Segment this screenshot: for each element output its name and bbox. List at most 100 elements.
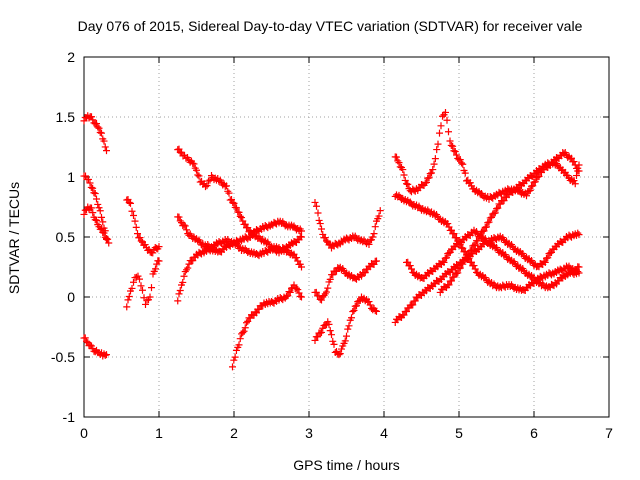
data-point xyxy=(136,234,144,242)
data-point xyxy=(437,122,445,130)
data-point xyxy=(236,335,244,343)
data-point xyxy=(125,293,133,301)
data-point xyxy=(189,159,197,167)
data-point xyxy=(439,112,446,120)
x-tick-label: 6 xyxy=(530,425,538,441)
data-point xyxy=(365,240,373,248)
data-point xyxy=(574,268,582,276)
data-point xyxy=(141,241,149,249)
x-tick-label: 1 xyxy=(155,425,163,441)
data-point xyxy=(500,197,508,205)
data-point xyxy=(233,204,240,212)
data-point xyxy=(89,116,97,124)
data-point xyxy=(470,262,478,270)
data-point xyxy=(89,184,97,192)
chart-title: Day 076 of 2015, Sidereal Day-to-day VTE… xyxy=(77,18,583,34)
data-point xyxy=(152,265,159,273)
data-point xyxy=(491,209,499,217)
data-point xyxy=(454,269,462,277)
data-point xyxy=(175,290,183,298)
data-point xyxy=(101,143,109,151)
data-point xyxy=(474,237,482,245)
data-point xyxy=(95,204,103,212)
data-point xyxy=(365,298,373,306)
data-point xyxy=(447,141,455,149)
data-point xyxy=(180,272,188,280)
data-point xyxy=(128,284,136,292)
data-point xyxy=(471,241,479,249)
data-point xyxy=(440,258,448,266)
data-point xyxy=(496,200,504,208)
data-point xyxy=(343,332,350,340)
data-point xyxy=(400,171,408,179)
data-point xyxy=(314,209,322,217)
data-point xyxy=(137,282,145,290)
data-point xyxy=(298,293,305,301)
data-point xyxy=(371,307,379,315)
x-axis-label: GPS time / hours xyxy=(293,457,400,473)
data-point xyxy=(449,142,457,150)
data-point xyxy=(535,172,543,180)
y-tick-label: 0.5 xyxy=(56,229,76,245)
data-point xyxy=(570,158,578,166)
data-point xyxy=(329,337,337,345)
data-point xyxy=(93,120,100,128)
data-point xyxy=(83,337,90,345)
data-point xyxy=(203,182,211,190)
data-point xyxy=(523,192,530,200)
data-point xyxy=(185,260,193,268)
data-point xyxy=(99,228,107,236)
data-point xyxy=(403,180,410,188)
data-point xyxy=(229,363,236,371)
data-point xyxy=(335,351,343,359)
data-point xyxy=(94,200,102,208)
data-point xyxy=(463,255,470,263)
x-tick-label: 3 xyxy=(305,425,313,441)
data-point xyxy=(448,277,455,285)
data-point xyxy=(341,337,349,345)
data-point xyxy=(82,172,89,180)
x-tick-label: 7 xyxy=(605,425,613,441)
data-point xyxy=(134,230,141,238)
y-tick-label: 1.5 xyxy=(56,109,76,125)
data-point xyxy=(91,216,99,224)
data-point xyxy=(184,264,192,272)
data-point xyxy=(130,278,137,286)
data-point xyxy=(375,212,383,220)
data-point xyxy=(202,183,209,191)
data-point xyxy=(431,155,439,163)
data-point xyxy=(366,301,374,309)
data-point xyxy=(476,232,484,240)
data-point xyxy=(403,308,410,316)
data-point xyxy=(183,226,190,234)
data-point xyxy=(229,199,237,207)
data-point xyxy=(456,264,464,272)
y-tick-label: -1 xyxy=(63,409,76,425)
x-tick-label: 0 xyxy=(80,425,88,441)
data-point xyxy=(325,320,333,328)
data-point xyxy=(89,209,97,217)
data-point xyxy=(321,234,329,242)
data-point xyxy=(142,300,149,308)
data-point xyxy=(318,296,325,304)
data-point xyxy=(400,311,408,319)
data-point xyxy=(93,195,100,203)
data-point xyxy=(488,213,495,221)
data-point xyxy=(240,327,248,335)
data-point xyxy=(446,137,454,145)
y-tick-label: 0 xyxy=(67,289,75,305)
y-tick-label: -0.5 xyxy=(51,349,75,365)
data-point xyxy=(361,269,369,277)
data-point xyxy=(483,223,490,231)
data-point xyxy=(326,327,334,335)
data-point xyxy=(103,351,110,359)
data-point xyxy=(434,140,442,148)
data-point xyxy=(395,159,403,167)
data-point xyxy=(323,288,330,296)
data-point xyxy=(96,129,104,137)
data-point xyxy=(450,147,458,155)
data-point xyxy=(370,230,378,238)
data-point xyxy=(526,186,534,194)
data-point xyxy=(230,356,238,364)
data-point xyxy=(298,233,305,241)
